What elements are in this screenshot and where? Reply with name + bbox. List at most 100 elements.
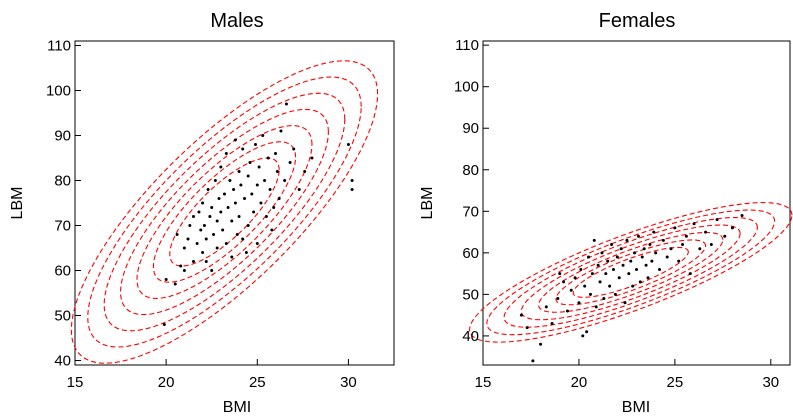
males-data-point bbox=[235, 233, 239, 236]
males-data-point bbox=[224, 152, 228, 155]
males-y-tick-label: 90 bbox=[54, 128, 71, 145]
males-data-point bbox=[237, 215, 241, 218]
males-y-tick-label: 110 bbox=[47, 38, 71, 55]
males-data-point bbox=[244, 251, 248, 254]
females-x-axis-label: BMI bbox=[622, 399, 650, 416]
females-data-point bbox=[665, 255, 669, 259]
females-data-point bbox=[644, 263, 648, 267]
females-y-tick-label: 50 bbox=[462, 286, 479, 303]
males-x-axis-ticks: 15 20 25 30 bbox=[67, 359, 357, 391]
females-contour-lines bbox=[469, 202, 793, 343]
females-data-point bbox=[681, 243, 685, 247]
males-data-point bbox=[255, 242, 259, 245]
females-data-point bbox=[617, 276, 621, 280]
females-data-point bbox=[519, 313, 523, 317]
females-chart-title: Females bbox=[599, 10, 676, 32]
males-data-point bbox=[201, 201, 205, 205]
females-data-point bbox=[587, 255, 591, 259]
females-data-point bbox=[629, 259, 633, 263]
females-data-point bbox=[673, 226, 677, 230]
males-data-point bbox=[346, 143, 350, 146]
males-chart-title: Males bbox=[210, 10, 263, 32]
females-data-point bbox=[588, 292, 592, 296]
males-data-point bbox=[188, 224, 192, 227]
males-data-point bbox=[275, 170, 279, 173]
males-y-tick-label: 100 bbox=[46, 83, 71, 100]
males-data-point bbox=[230, 255, 234, 259]
males-data-point bbox=[277, 197, 281, 200]
males-data-point bbox=[248, 161, 252, 164]
males-data-point bbox=[272, 206, 276, 209]
females-data-point bbox=[677, 259, 681, 263]
males-data-point bbox=[162, 323, 166, 326]
females-data-point bbox=[598, 280, 602, 284]
males-y-axis-ticks: 40 50 60 70 80 90 100 110 bbox=[46, 38, 81, 370]
females-data-point bbox=[631, 284, 635, 288]
females-data-point bbox=[704, 230, 708, 234]
males-data-point bbox=[255, 183, 259, 187]
males-y-tick-label: 80 bbox=[54, 173, 71, 190]
females-data-point bbox=[525, 326, 529, 330]
males-data-point bbox=[257, 165, 261, 169]
males-contour-line bbox=[70, 60, 379, 364]
males-data-point bbox=[212, 233, 216, 236]
females-data-point bbox=[640, 255, 644, 259]
males-data-point bbox=[274, 152, 278, 155]
males-data-point bbox=[246, 224, 250, 227]
males-data-point bbox=[264, 215, 268, 218]
females-data-point bbox=[585, 330, 589, 334]
females-x-tick-label: 25 bbox=[667, 374, 684, 391]
males-data-point bbox=[250, 192, 254, 196]
males-data-point bbox=[292, 147, 296, 151]
females-contour-line bbox=[520, 224, 741, 321]
females-y-tick-label: 80 bbox=[462, 162, 479, 179]
males-data-point bbox=[241, 237, 245, 241]
males-contour-lines bbox=[70, 60, 379, 364]
males-data-point bbox=[219, 165, 223, 169]
females-data-point bbox=[638, 280, 642, 284]
males-contour-line bbox=[169, 157, 280, 267]
males-data-point bbox=[253, 143, 257, 146]
females-plot-frame bbox=[482, 40, 791, 366]
males-x-tick-label: 30 bbox=[340, 374, 357, 391]
females-y-tick-label: 40 bbox=[462, 328, 479, 345]
males-data-point bbox=[303, 170, 307, 173]
males-x-tick-label: 15 bbox=[67, 374, 84, 391]
males-data-point bbox=[202, 224, 206, 227]
females-data-point bbox=[698, 247, 702, 251]
females-data-point bbox=[550, 321, 554, 325]
males-data-point bbox=[310, 156, 314, 160]
males-data-point bbox=[270, 228, 274, 232]
females-data-point bbox=[600, 251, 604, 255]
females-x-tick-label: 30 bbox=[762, 374, 779, 391]
males-data-point bbox=[191, 215, 195, 218]
females-contour-line bbox=[486, 209, 776, 336]
females-data-point bbox=[623, 301, 627, 305]
males-y-tick-label: 60 bbox=[54, 263, 71, 280]
females-data-point bbox=[625, 238, 629, 242]
males-data-point bbox=[237, 170, 241, 173]
females-data-point bbox=[539, 342, 543, 346]
females-data-point bbox=[569, 288, 573, 292]
males-data-point bbox=[221, 228, 225, 232]
females-data-point bbox=[613, 292, 617, 296]
females-data-point bbox=[650, 259, 654, 263]
males-data-point bbox=[215, 246, 219, 250]
males-data-point bbox=[259, 201, 263, 205]
females-data-point bbox=[562, 280, 566, 284]
males-data-point bbox=[350, 188, 354, 191]
females-data-point bbox=[642, 247, 646, 251]
males-data-point bbox=[288, 161, 292, 164]
males-data-point bbox=[204, 237, 208, 241]
females-data-point bbox=[596, 263, 600, 267]
males-data-point bbox=[217, 197, 221, 200]
males-data-point bbox=[283, 179, 287, 182]
females-data-point bbox=[590, 272, 594, 276]
males-data-point bbox=[208, 215, 212, 218]
females-data-point bbox=[648, 243, 652, 247]
males-contour-line bbox=[87, 76, 362, 348]
males-y-axis-label: LBM bbox=[9, 187, 26, 220]
females-data-point bbox=[531, 359, 535, 363]
females-data-point bbox=[684, 234, 688, 238]
